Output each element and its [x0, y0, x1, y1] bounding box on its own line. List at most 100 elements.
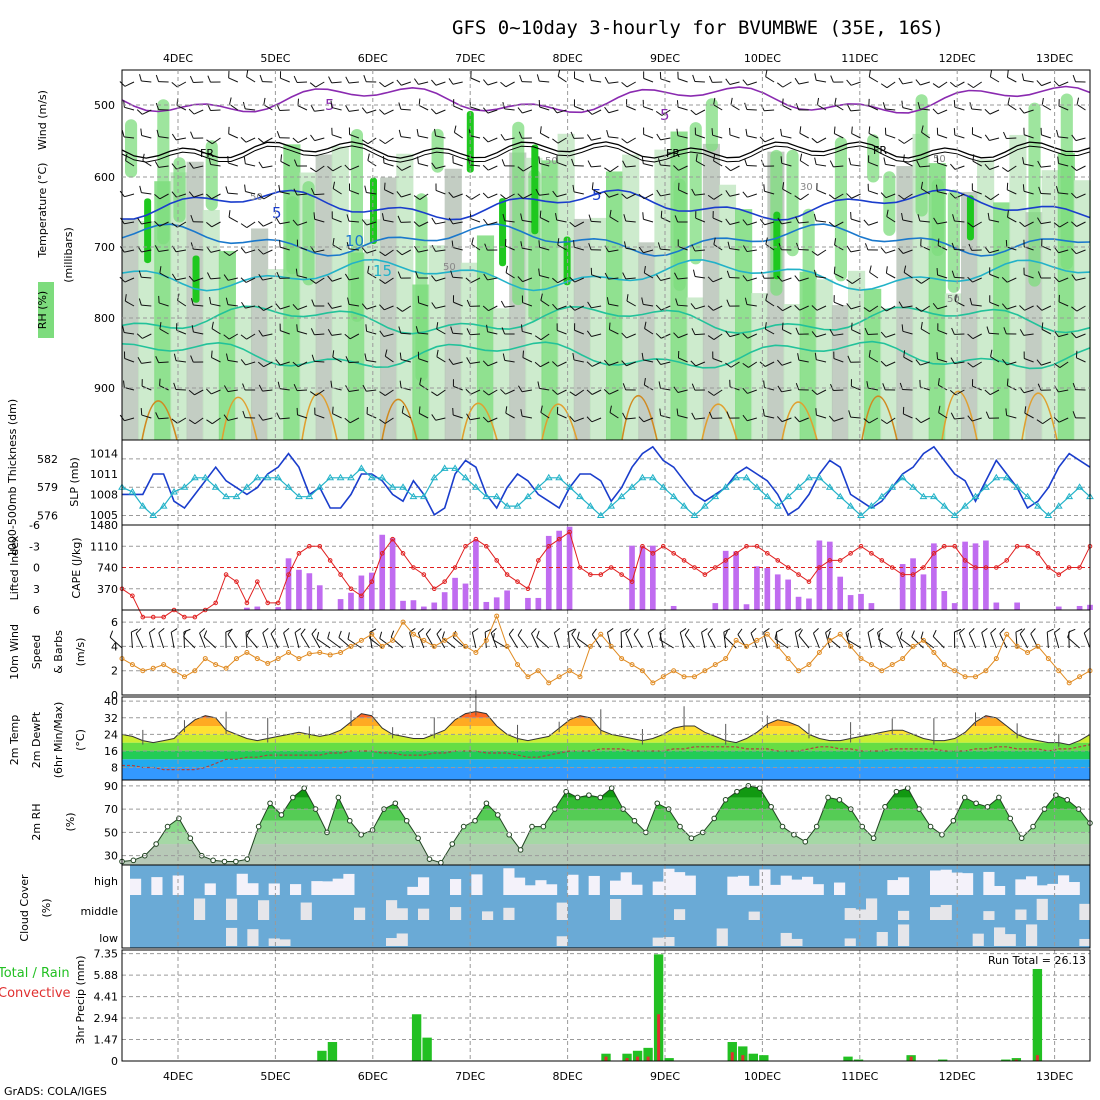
wind-barb — [557, 361, 567, 367]
wind-barb — [1024, 358, 1034, 363]
wind-barb-flag — [1019, 628, 1026, 635]
wind-barb — [487, 165, 498, 171]
lifted-index-marker — [765, 551, 770, 556]
wind-barb — [765, 328, 775, 335]
wind-barb — [678, 189, 688, 195]
cape-bar — [493, 597, 500, 610]
rh-shade — [499, 198, 507, 267]
wind-barb-flag — [898, 247, 904, 254]
wind-barb — [626, 137, 636, 144]
wind-speed-marker — [702, 668, 708, 674]
wind-barb-flag — [811, 250, 818, 256]
wind-barb-flag — [501, 327, 506, 335]
freezing-level-line — [121, 145, 1091, 163]
wind-barb-flag — [173, 353, 177, 361]
cape-bar — [504, 590, 510, 610]
wind-barb-flag — [1071, 306, 1078, 312]
wind-barb-flag — [815, 408, 817, 416]
wind-barb-flag — [932, 83, 940, 88]
wind-barb — [556, 305, 567, 310]
cape-bar — [1076, 605, 1083, 610]
thickness-marker — [669, 492, 678, 500]
rh-shade — [931, 178, 944, 257]
rh-marker — [631, 817, 638, 824]
wind-barb — [193, 165, 204, 169]
rh-shade — [773, 211, 781, 280]
wind-barb-flag — [762, 408, 765, 416]
wind-barb — [799, 132, 809, 139]
rh-shade — [896, 166, 914, 440]
wind-barb — [227, 277, 238, 281]
wind-barb-flag — [846, 632, 849, 640]
wind-barb — [487, 193, 498, 199]
wind-barb — [920, 328, 931, 335]
wind-barb-flag — [1055, 186, 1059, 194]
wind-barb — [263, 361, 273, 368]
wind-barb — [920, 386, 930, 391]
wind-barb — [124, 221, 135, 225]
wind-speed-marker — [338, 650, 344, 655]
wind-barb-flag — [883, 157, 886, 165]
wind-barb-flag — [379, 279, 386, 284]
thickness-marker — [607, 502, 616, 509]
rh-shade — [493, 308, 511, 440]
lifted-index-marker — [369, 579, 375, 584]
wind-barb — [409, 632, 414, 649]
thickness-marker — [243, 483, 251, 490]
lifted-index-marker — [484, 543, 489, 549]
date-label: 10DEC — [744, 52, 781, 65]
cloud-cell — [866, 898, 878, 920]
wind-barb — [366, 359, 377, 363]
wind-barb — [903, 413, 913, 419]
rh-marker — [904, 785, 911, 791]
wind-barb-flag — [431, 302, 437, 309]
wind-barb — [567, 632, 571, 649]
cloud-cell — [567, 874, 579, 895]
cape-bar — [1055, 606, 1062, 610]
thickness-marker — [784, 492, 793, 500]
rh-marker — [483, 800, 490, 807]
wind-barb — [158, 249, 169, 252]
wind-barb — [591, 274, 602, 279]
wind-barb — [453, 301, 463, 307]
wind-barb-flag — [431, 217, 437, 225]
rh-shade — [350, 128, 363, 322]
temp-axis-title-line2: 2m DewPt — [30, 711, 43, 768]
wind-barb-flag — [967, 362, 974, 368]
rh-axis-title: RH (%) — [36, 291, 49, 329]
wind-barb — [141, 134, 152, 139]
wind-barb — [608, 303, 619, 307]
slp-axis-title: SLP (mb) — [68, 457, 81, 507]
wind-barb — [522, 330, 533, 335]
wind-barb-flag — [742, 414, 748, 422]
wind-barb — [1042, 417, 1052, 425]
wind-barb-flag — [643, 265, 646, 274]
rh-marker — [517, 847, 524, 853]
wind-barb-flag — [158, 627, 165, 634]
wind-barb-flag — [540, 405, 543, 413]
temp-band — [122, 717, 1090, 727]
wind-barb-flag — [505, 265, 508, 273]
cloud-cell — [354, 907, 366, 920]
cloud-cell — [1015, 909, 1027, 920]
wind-barb — [1019, 633, 1028, 649]
wind-barb — [885, 108, 896, 111]
wind-barb-flag — [367, 265, 370, 273]
wind-barb — [972, 277, 982, 283]
wind-barb — [505, 81, 515, 88]
wind-barb — [314, 414, 325, 419]
wind-speed-marker — [1025, 650, 1031, 655]
wind-barb-flag — [935, 184, 938, 192]
wind-barb — [227, 304, 238, 307]
wind-barb — [747, 193, 757, 198]
thickness-tick-label: 582 — [37, 453, 58, 466]
wind-barb — [746, 304, 757, 307]
wind-barb — [746, 164, 757, 167]
wind-barb — [850, 109, 861, 112]
wind-barb — [315, 389, 325, 396]
cloud-cell — [780, 875, 792, 895]
pressure-axis-title: (millibars) — [62, 227, 75, 283]
wind-speed-marker — [348, 643, 354, 649]
wind-barb — [158, 302, 169, 307]
rh-shade — [848, 270, 866, 440]
